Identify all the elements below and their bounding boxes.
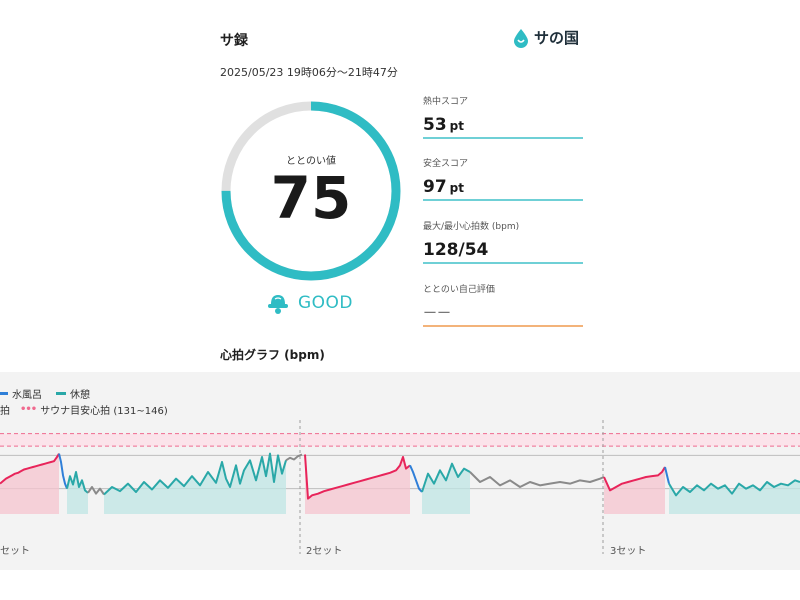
legend-water-swatch bbox=[0, 392, 8, 395]
heart-rate-value: 128/54 bbox=[423, 240, 583, 260]
brand-logo: サの国 bbox=[512, 27, 579, 48]
safety-score-label: 安全スコア bbox=[423, 159, 469, 169]
area-sauna-11 bbox=[604, 467, 665, 514]
drop-logo-icon bbox=[514, 28, 528, 48]
graph-title: 心拍グラフ (bpm) bbox=[220, 348, 325, 362]
gauge-ring bbox=[221, 101, 401, 281]
area-rest-13 bbox=[669, 480, 800, 514]
heat-score: 熱中スコア 53 pt bbox=[423, 94, 583, 139]
status-badge: GOOD bbox=[266, 292, 353, 314]
area-rest-5 bbox=[104, 453, 286, 514]
target-band bbox=[0, 433, 800, 447]
heart-rate-number: 128/54 bbox=[423, 240, 489, 260]
set-label-3: 3セット bbox=[610, 546, 647, 557]
area-sauna-7 bbox=[305, 454, 410, 514]
app-title: サ録 bbox=[220, 33, 248, 49]
sauna-hat-icon bbox=[268, 295, 288, 314]
area-rest-9 bbox=[422, 463, 470, 514]
series-sauna-7 bbox=[304, 454, 411, 500]
heart-rate-divider bbox=[423, 262, 583, 264]
series-water-12 bbox=[664, 466, 670, 484]
series-water-2 bbox=[58, 453, 68, 490]
set-label-1: セット bbox=[0, 546, 30, 557]
gauge-label: ととのい値 bbox=[286, 156, 336, 167]
legend-rest-swatch bbox=[56, 392, 66, 395]
safety-score-unit: pt bbox=[449, 181, 464, 195]
heart-rate-chart: 水風呂 休憩 拍 ••• サウナ目安心拍 (131~146) セット 2セット … bbox=[0, 372, 800, 570]
heat-score-number: 53 bbox=[423, 115, 447, 135]
safety-score-number: 97 bbox=[423, 177, 447, 197]
legend-row-2: 拍 ••• サウナ目安心拍 (131~146) bbox=[0, 402, 168, 417]
gauge-fill bbox=[221, 101, 401, 281]
heat-score-label: 熱中スコア bbox=[423, 97, 469, 107]
legend-sauna-partial: 拍 bbox=[0, 406, 10, 417]
series-rest-5 bbox=[103, 452, 287, 496]
series-other-10 bbox=[469, 471, 605, 488]
status-text: GOOD bbox=[298, 293, 354, 313]
heat-score-divider bbox=[423, 137, 583, 139]
safety-score: 安全スコア 97 pt bbox=[423, 156, 583, 201]
series-sauna-1 bbox=[0, 453, 60, 485]
heat-score-unit: pt bbox=[449, 119, 464, 133]
heart-rate-range: 最大/最小心拍数 (bpm) 128/54 bbox=[423, 219, 583, 264]
area-sauna-1 bbox=[0, 453, 59, 514]
legend-target: サウナ目安心拍 (131~146) bbox=[40, 406, 168, 417]
self-rating[interactable]: ととのい自己評価 ーー bbox=[423, 282, 583, 327]
session-datetime: 2025/05/23 19時06分～21時47分 bbox=[220, 66, 398, 79]
safety-score-value: 97 pt bbox=[423, 177, 583, 197]
safety-score-divider bbox=[423, 199, 583, 201]
self-rating-label: ととのい自己評価 bbox=[423, 285, 495, 295]
totonoi-gauge: ととのい値 75 bbox=[218, 98, 404, 284]
heat-score-value: 53 pt bbox=[423, 115, 583, 135]
legend-rest: 休憩 bbox=[70, 390, 90, 401]
series-other-4 bbox=[87, 486, 105, 496]
legend-row-1: 水風呂 休憩 bbox=[0, 386, 90, 401]
logo-text: サの国 bbox=[534, 29, 580, 47]
heart-rate-label: 最大/最小心拍数 (bpm) bbox=[423, 222, 520, 232]
series-water-8 bbox=[409, 464, 423, 493]
series-rest-9 bbox=[421, 462, 471, 493]
series-other-6 bbox=[285, 453, 303, 462]
legend-water: 水風呂 bbox=[12, 390, 42, 401]
series-sauna-11 bbox=[603, 466, 666, 492]
series-rest-13 bbox=[668, 479, 800, 497]
heart-rate-plot bbox=[0, 420, 800, 554]
self-rating-divider bbox=[423, 325, 583, 327]
self-rating-value[interactable]: ーー bbox=[423, 306, 451, 322]
series-rest-3 bbox=[66, 471, 89, 494]
set-label-2: 2セット bbox=[306, 546, 343, 557]
gauge-value: 75 bbox=[270, 164, 352, 232]
legend-target-dots-icon: ••• bbox=[20, 404, 37, 415]
